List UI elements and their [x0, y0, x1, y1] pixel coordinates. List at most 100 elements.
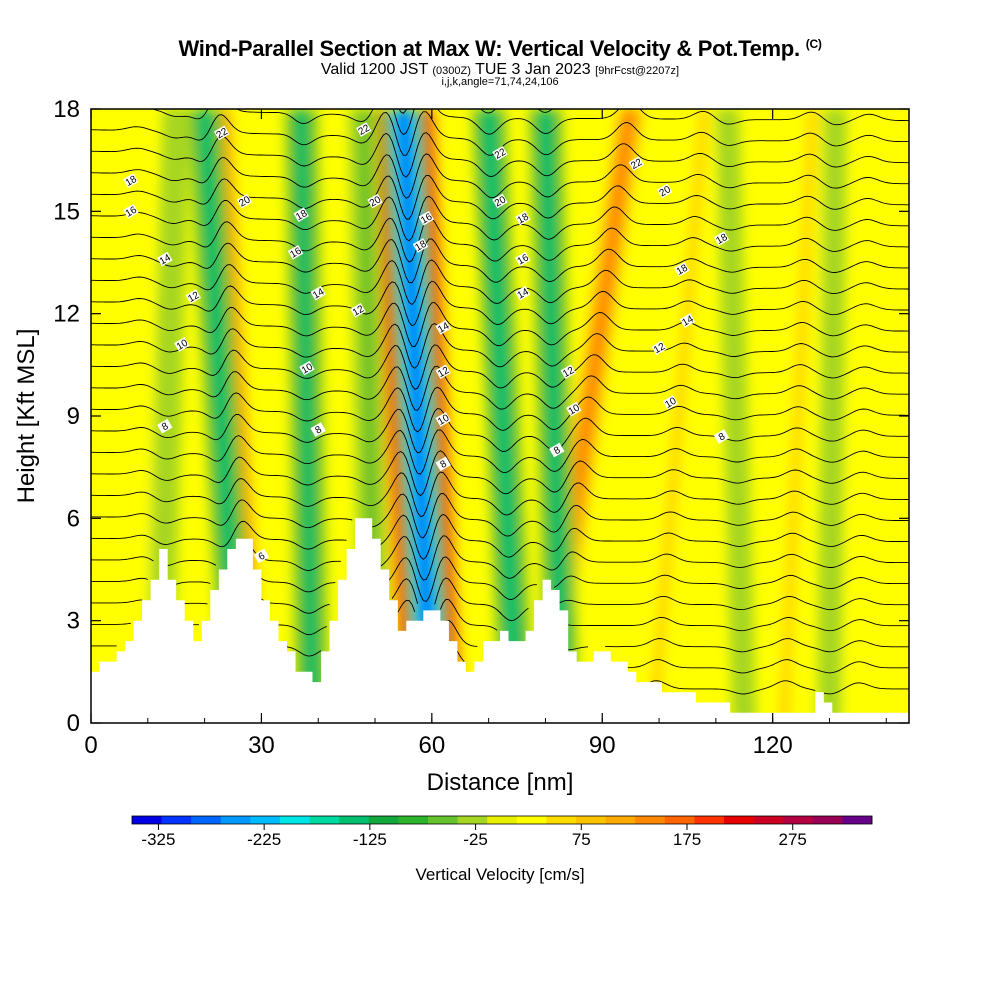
- valid-time: Valid 1200 JST: [320, 61, 428, 78]
- x-axis-label: Distance [nm]: [427, 769, 574, 796]
- downdraft-band-7-level-0: [715, 109, 757, 723]
- theta-label-bg: [293, 207, 309, 223]
- theta-label-35: 8: [435, 456, 451, 472]
- theta-label-2: 22: [492, 145, 509, 162]
- valid-utc: (0300Z): [432, 65, 471, 77]
- theta-label-3: 22: [628, 156, 645, 172]
- copyright-mark: (C): [805, 36, 822, 51]
- colorbar-swatch-19: [694, 816, 725, 824]
- theta-labels: 22 22 22 22 20 20 20 20 18 18 18 18 18 18 16 16 16 16 14 14…: [123, 122, 730, 564]
- theta-label-bg: [713, 231, 730, 246]
- theta-label-bg: [435, 412, 451, 427]
- theta-label-33: 8: [157, 418, 173, 434]
- theta-label-text: 14: [158, 252, 174, 267]
- theta-label-text: 22: [215, 126, 231, 141]
- theta-label-bg: [157, 251, 173, 267]
- theta-label-1: 22: [356, 122, 372, 138]
- colorbar-tick-label-0: -325: [141, 830, 175, 849]
- theta-label-bg: [515, 285, 531, 301]
- y-tick-label-2: 6: [67, 505, 80, 532]
- theta-label-4: 20: [236, 193, 253, 210]
- valid-date: TUE 3 Jan 2023: [475, 61, 591, 78]
- theta-contour-8: [91, 492, 909, 539]
- theta-contour-25: [91, 132, 909, 178]
- terrain: [91, 518, 909, 723]
- theta-label-34: 8: [310, 422, 326, 437]
- colorbar: -325 -225 -125 -25 75 175 275: [131, 815, 873, 849]
- theta-label-bg: [674, 261, 690, 277]
- y-tick-label-4: 12: [53, 301, 80, 328]
- theta-label-bg: [515, 210, 531, 226]
- theta-label-text: 22: [493, 146, 509, 161]
- theta-contour-20: [91, 238, 909, 284]
- theta-label-bg: [713, 429, 730, 444]
- theta-contour-7: [91, 513, 909, 560]
- theta-label-text: 10: [175, 338, 191, 353]
- theta-label-27: 12: [651, 340, 668, 356]
- theta-label-text: 14: [680, 314, 696, 329]
- theta-contour-10: [91, 450, 909, 497]
- theta-label-bg: [350, 302, 366, 318]
- theta-label-bg: [492, 145, 508, 161]
- theta-label-30: 10: [435, 412, 452, 428]
- theta-contour-4: [91, 577, 909, 622]
- theta-label-text: 20: [493, 194, 509, 209]
- theta-contour-15: [91, 344, 909, 390]
- theta-contour-19: [91, 259, 909, 306]
- theta-label-12: 18: [674, 261, 690, 278]
- theta-label-bg: [435, 456, 451, 472]
- colorbar-label: Vertical Velocity [cm/s]: [415, 865, 584, 884]
- theta-label-bg: [679, 313, 696, 328]
- theta-label-20: 14: [435, 319, 452, 336]
- theta-contour-0: [650, 680, 909, 695]
- theta-label-11: 18: [515, 210, 532, 227]
- colorbar-tick-label-1: -225: [247, 830, 281, 849]
- theta-label-bg: [253, 548, 270, 564]
- theta-label-9: 18: [293, 207, 310, 223]
- theta-label-text: 8: [717, 431, 728, 444]
- chart-title: Wind-Parallel Section at Max W: Vertical…: [0, 36, 1000, 62]
- theta-label-text: 16: [124, 204, 140, 219]
- theta-label-16: 16: [287, 244, 304, 261]
- theta-label-text: 8: [314, 424, 325, 437]
- theta-label-text: 10: [300, 361, 316, 376]
- theta-label-text: 14: [436, 320, 452, 335]
- theta-label-text: 10: [436, 413, 452, 428]
- theta-label-24: 12: [350, 302, 366, 319]
- chart-subtitle: Valid 1200 JST (0300Z) TUE 3 Jan 2023 [9…: [0, 61, 1000, 80]
- downdraft-band-8-level-0: [817, 109, 848, 723]
- indices-line: i,j,k,angle=71,74,24,106: [0, 76, 1000, 88]
- theta-label-text: 18: [516, 211, 532, 226]
- theta-label-26: 12: [560, 364, 577, 380]
- theta-label-text: 12: [561, 365, 577, 380]
- x-tick-label-4: 120: [753, 732, 793, 759]
- y-tick-label-5: 15: [53, 198, 80, 225]
- theta-label-22: 14: [679, 313, 696, 329]
- theta-label-text: 20: [237, 194, 253, 209]
- x-tick-label-1: 30: [248, 732, 275, 759]
- updraft-band-4-level-1: [649, 109, 709, 723]
- theta-label-text: 8: [552, 445, 563, 458]
- theta-contour-21: [91, 216, 909, 263]
- theta-contour-18: [91, 280, 909, 327]
- theta-label-29: 10: [299, 360, 316, 377]
- theta-label-text: 10: [567, 402, 583, 417]
- theta-label-38: 6: [253, 548, 270, 564]
- colorbar-swatch-22: [783, 816, 814, 824]
- theta-contour-9: [91, 471, 909, 518]
- theta-contour-27: [106, 109, 909, 136]
- colorbar-tick-label-2: -125: [353, 830, 387, 849]
- theta-contour-5: [91, 556, 909, 603]
- colorbar-tick-label-3: -25: [463, 830, 488, 849]
- theta-label-25: 12: [435, 364, 452, 380]
- theta-label-bg: [310, 285, 326, 301]
- colorbar-swatch-21: [753, 816, 784, 824]
- y-tick-label-3: 9: [67, 403, 80, 430]
- theta-label-bg: [185, 289, 201, 304]
- theta-label-text: 6: [257, 550, 268, 563]
- colorbar-swatch-1: [161, 816, 192, 824]
- theta-label-bg: [435, 364, 451, 380]
- theta-label-10: 18: [412, 238, 429, 254]
- theta-label-0: 22: [214, 125, 231, 141]
